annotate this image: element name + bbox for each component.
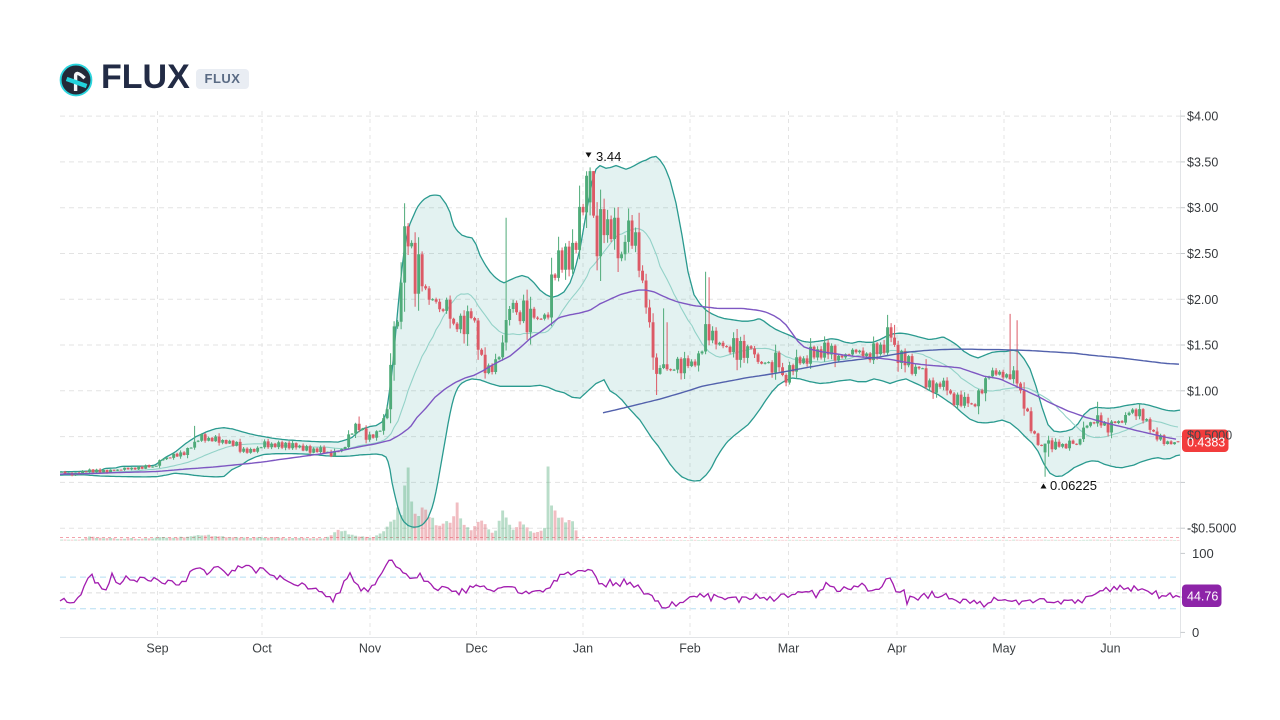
svg-text:-$0.5000: -$0.5000 — [1187, 522, 1236, 536]
svg-text:100: 100 — [1192, 546, 1214, 561]
svg-text:$2.50: $2.50 — [1187, 247, 1218, 261]
svg-text:Nov: Nov — [359, 642, 382, 656]
svg-text:Jan: Jan — [573, 642, 593, 656]
svg-text:May: May — [992, 642, 1016, 656]
svg-text:0.4383: 0.4383 — [1187, 436, 1225, 450]
svg-text:0.06225: 0.06225 — [1050, 478, 1097, 493]
svg-text:$3.00: $3.00 — [1187, 201, 1218, 215]
svg-text:3.44: 3.44 — [596, 149, 621, 164]
svg-text:$3.50: $3.50 — [1187, 155, 1218, 169]
svg-text:$1.00: $1.00 — [1187, 384, 1218, 398]
svg-text:$4.00: $4.00 — [1187, 110, 1218, 124]
svg-text:$1.50: $1.50 — [1187, 339, 1218, 353]
svg-text:Dec: Dec — [465, 642, 487, 656]
svg-text:Oct: Oct — [252, 642, 272, 656]
svg-text:Mar: Mar — [778, 642, 800, 656]
svg-text:Sep: Sep — [146, 642, 168, 656]
svg-text:Apr: Apr — [887, 642, 906, 656]
svg-text:$2.00: $2.00 — [1187, 293, 1218, 307]
svg-text:44.76: 44.76 — [1187, 590, 1218, 604]
svg-text:0: 0 — [1192, 625, 1199, 640]
svg-text:$0.5000: $0.5000 — [1187, 429, 1232, 443]
svg-text:Jun: Jun — [1100, 642, 1120, 656]
svg-text:Feb: Feb — [679, 642, 701, 656]
